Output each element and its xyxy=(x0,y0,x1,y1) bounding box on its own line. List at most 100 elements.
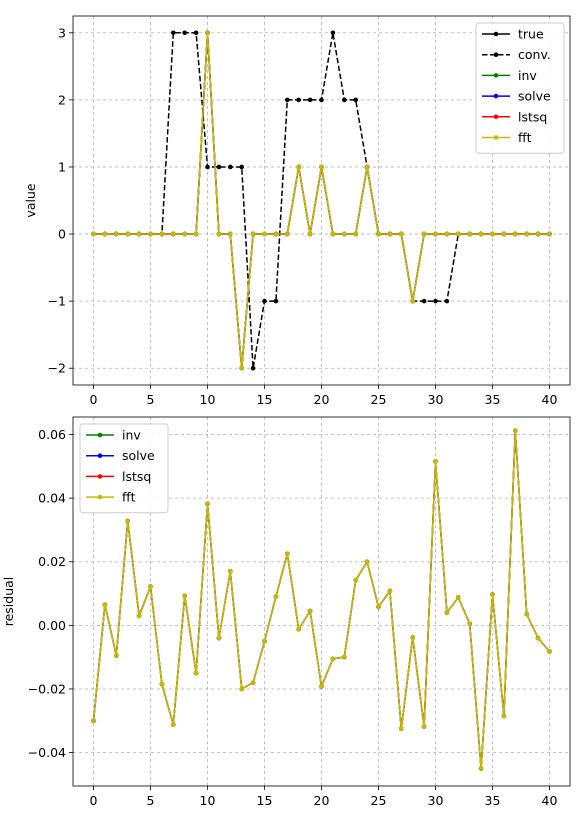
x-tick-label: 0 xyxy=(90,793,98,808)
x-tick-label: 20 xyxy=(314,392,330,407)
legend-label: lstsq xyxy=(122,469,151,484)
data-point xyxy=(364,164,370,170)
y-tick-label: −1 xyxy=(48,294,66,309)
data-point xyxy=(478,231,484,237)
data-point xyxy=(228,231,233,237)
y-tick-label: 1 xyxy=(58,159,66,174)
data-point xyxy=(250,365,256,371)
x-tick-label: 35 xyxy=(485,793,501,808)
chart-panel-2: 0 5 10 15 20 25 30 35 40 −0.04 −0.02 0.00 0.02 0.04 0.… xyxy=(1,416,571,808)
data-point xyxy=(102,602,108,607)
data-point xyxy=(467,231,472,237)
data-point xyxy=(171,231,176,237)
legend: true conv. inv solve lstsq fft xyxy=(475,22,565,154)
data-point xyxy=(136,613,142,619)
data-point xyxy=(228,164,233,170)
data-point xyxy=(353,231,358,237)
legend-marker xyxy=(97,432,103,438)
data-point xyxy=(330,231,336,237)
data-point xyxy=(535,231,541,237)
y-tick-label: 0 xyxy=(58,227,66,242)
legend-label: inv xyxy=(122,428,141,443)
data-point xyxy=(490,592,495,597)
data-point xyxy=(216,164,222,170)
data-point xyxy=(216,635,222,641)
legend-marker xyxy=(97,474,103,479)
data-point xyxy=(285,97,290,103)
data-point xyxy=(193,670,199,676)
data-point xyxy=(455,595,461,600)
x-tick-label: 30 xyxy=(428,392,444,407)
data-point xyxy=(444,231,450,237)
data-point xyxy=(262,638,267,644)
data-point xyxy=(490,231,495,237)
data-point xyxy=(114,231,119,237)
y-tick-label: 0.02 xyxy=(38,554,66,569)
legend-marker xyxy=(97,453,103,459)
legend-marker xyxy=(493,52,499,57)
data-point xyxy=(216,231,222,237)
data-point xyxy=(273,231,279,237)
x-tick-label: 15 xyxy=(257,392,273,407)
legend-label: fft xyxy=(122,490,136,505)
data-point xyxy=(398,231,404,237)
y-tick-label: 0.00 xyxy=(38,618,66,633)
x-tick-label: 25 xyxy=(371,392,387,407)
data-point xyxy=(114,653,119,658)
x-tick-label: 20 xyxy=(314,793,330,808)
legend-marker xyxy=(493,93,499,99)
data-point xyxy=(193,231,199,237)
data-point xyxy=(467,621,472,627)
data-point xyxy=(239,164,245,170)
data-point xyxy=(148,584,153,589)
data-point xyxy=(159,231,165,237)
data-point xyxy=(547,231,552,237)
data-point xyxy=(341,97,347,103)
data-point xyxy=(228,568,233,574)
legend-marker xyxy=(97,494,103,500)
data-point xyxy=(433,459,438,464)
data-point xyxy=(444,298,450,304)
data-point xyxy=(512,231,518,237)
x-tick-label: 5 xyxy=(147,392,155,407)
data-point xyxy=(239,686,245,692)
legend-label: true xyxy=(518,27,544,42)
data-point xyxy=(125,231,131,237)
data-point xyxy=(307,608,313,614)
x-tick-label: 10 xyxy=(200,793,216,808)
data-point xyxy=(182,30,188,36)
data-point xyxy=(296,97,302,103)
data-point xyxy=(262,298,267,304)
data-point xyxy=(398,726,404,732)
data-point xyxy=(319,97,324,103)
data-point xyxy=(307,231,313,237)
data-point xyxy=(182,593,188,599)
data-point xyxy=(250,231,256,237)
data-point xyxy=(421,231,427,237)
data-point xyxy=(330,656,336,662)
data-point xyxy=(148,231,153,237)
data-point xyxy=(455,231,461,237)
data-point xyxy=(410,298,415,304)
data-point xyxy=(102,231,108,237)
data-point xyxy=(376,604,381,610)
data-point xyxy=(535,635,541,641)
data-point xyxy=(125,518,131,524)
legend-box xyxy=(79,423,169,514)
data-point xyxy=(341,654,347,660)
data-point xyxy=(512,428,518,433)
data-point xyxy=(433,231,438,237)
data-point xyxy=(387,231,393,237)
y-tick-label: 3 xyxy=(58,25,66,40)
data-point xyxy=(91,718,96,724)
data-point xyxy=(410,635,415,640)
data-point xyxy=(330,30,336,36)
data-point xyxy=(159,681,165,687)
data-point xyxy=(387,588,393,594)
data-point xyxy=(478,766,484,771)
y-tick-label: 2 xyxy=(58,92,66,107)
x-tick-label: 40 xyxy=(542,392,558,407)
x-tick-label: 30 xyxy=(428,793,444,808)
data-point xyxy=(524,611,529,617)
